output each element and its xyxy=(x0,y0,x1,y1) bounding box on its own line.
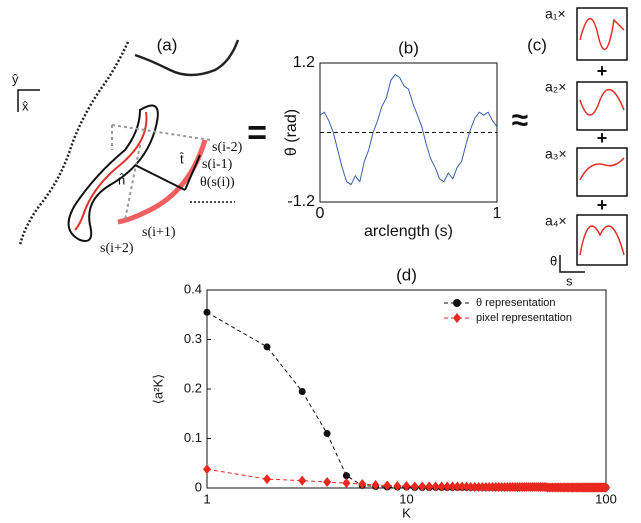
point-label: s(i-1) xyxy=(202,157,233,172)
y-tick-label: 0.1 xyxy=(184,430,202,445)
series-line xyxy=(319,73,498,186)
axis-label: θ xyxy=(550,253,557,268)
marker xyxy=(410,481,419,492)
marker xyxy=(448,481,457,492)
marker xyxy=(203,308,211,316)
equals: = xyxy=(247,114,267,152)
marker xyxy=(358,479,367,490)
marker xyxy=(418,481,427,492)
legend-marker xyxy=(453,299,461,307)
vector-label: t̂ xyxy=(179,151,185,166)
y-tick-label: -1.2 xyxy=(287,193,315,210)
x-tick-label: 100 xyxy=(595,491,617,506)
basis-plots xyxy=(559,7,628,273)
marker xyxy=(443,481,452,492)
x-axis-label: K xyxy=(402,505,411,520)
marker xyxy=(342,472,350,480)
y-tick-label: 1.2 xyxy=(293,54,315,71)
marker xyxy=(263,474,272,485)
marker xyxy=(342,478,351,489)
marker xyxy=(298,387,306,395)
marker xyxy=(263,343,271,351)
marker xyxy=(437,481,446,492)
marker xyxy=(466,482,475,493)
y-tick-label: 0.3 xyxy=(184,331,202,346)
legend-marker xyxy=(453,313,461,323)
y-axis-label: θ (rad) xyxy=(283,109,300,156)
chart-title: (d) xyxy=(396,265,417,284)
marker xyxy=(458,481,467,492)
approx: ≈ xyxy=(512,104,528,137)
x-axis-label: arclength (s) xyxy=(364,223,453,240)
legend-label: θ representation xyxy=(476,297,556,309)
marker xyxy=(323,430,331,438)
panel-label: (a) xyxy=(157,35,178,54)
marker xyxy=(393,481,402,492)
marker xyxy=(402,481,411,492)
marker xyxy=(298,475,307,486)
marker xyxy=(602,482,610,493)
y-tick-label: 0.4 xyxy=(184,281,202,296)
marker xyxy=(323,477,332,488)
point-label: s(i+1) xyxy=(142,225,176,240)
marker xyxy=(431,481,440,492)
marker xyxy=(425,481,434,492)
y-tick-label: 0 xyxy=(195,479,202,494)
plus: + xyxy=(597,128,608,148)
x-tick-label: 0 xyxy=(316,205,325,222)
marker xyxy=(203,464,211,475)
coefficient: a₄× xyxy=(545,213,567,229)
marker xyxy=(371,480,380,491)
y-axis-label: ⟨a²K⟩ xyxy=(150,374,165,404)
plus: + xyxy=(597,61,608,81)
chart-title: (b) xyxy=(398,38,419,57)
coefficient: a₂× xyxy=(545,79,566,95)
legend-label: pixel representation xyxy=(476,312,572,324)
coefficient: a₃× xyxy=(545,146,567,162)
axis-label: ŷ xyxy=(12,71,19,86)
vector-label: n̂ xyxy=(118,172,125,187)
panel-label: (c) xyxy=(527,35,547,54)
x-tick-label: 1 xyxy=(203,491,210,506)
panel-a-drawing xyxy=(17,39,240,246)
series-line xyxy=(206,311,606,488)
marker xyxy=(453,481,462,492)
axis-label: s xyxy=(566,273,573,288)
point-label: s(i+2) xyxy=(100,241,134,256)
x-tick-label: 10 xyxy=(399,491,413,506)
plus: + xyxy=(597,195,608,215)
marker xyxy=(383,480,392,491)
y-tick-label: 0.2 xyxy=(184,380,202,395)
angle-label: θ(s(i)) xyxy=(200,175,235,190)
coefficient: a₁× xyxy=(545,6,566,22)
point-label: s(i-2) xyxy=(212,140,243,155)
axis-label: x̂ xyxy=(22,98,29,113)
x-tick-label: 1 xyxy=(493,205,502,222)
